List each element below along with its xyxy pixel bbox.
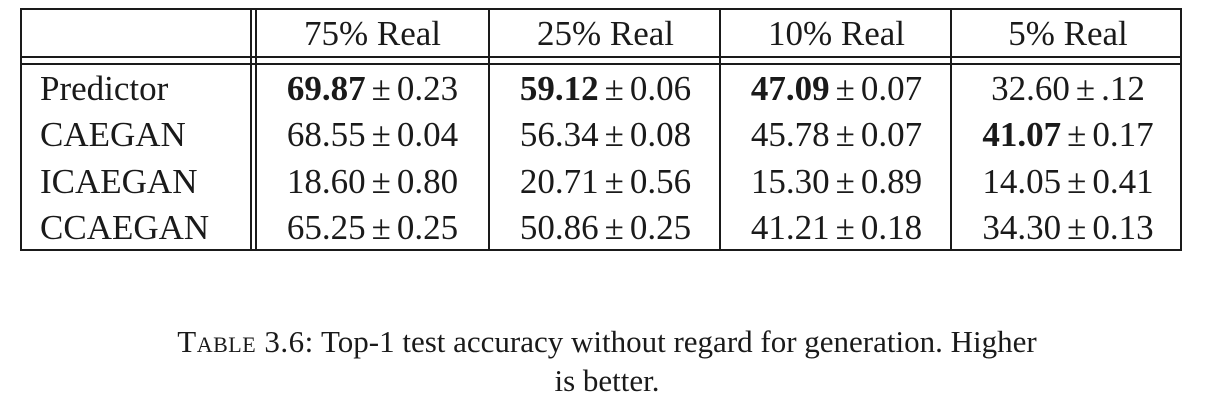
cell-std: 0.25 [629,208,692,248]
cell-std: 0.08 [629,115,692,155]
table-column-rule [950,8,952,251]
cell-mean: 34.30 [982,208,1062,248]
cell-mean: 65.25 [286,208,366,248]
cell-std: 0.56 [629,161,692,201]
cell-std: 0.89 [860,161,923,201]
plus-minus-symbol: ± [604,208,624,248]
cell-mean: 18.60 [286,161,366,201]
table-caption-text: Top-1 test accuracy without regard for g… [320,324,1037,359]
table-cell: 50.86 ±0.25 [492,205,719,252]
plus-minus-symbol: ± [1075,68,1096,108]
table-cell: 32.60 ± .12 [954,65,1182,112]
plus-minus-symbol: ± [1067,208,1087,248]
row-label: Predictor [40,68,169,108]
cell-mean: 69.87 [286,68,366,108]
cell-mean: 59.12 [519,68,599,108]
table-cell: 59.12 ±0.06 [492,65,719,112]
cell-mean: 68.55 [286,115,366,155]
column-header: 25% Real [536,13,675,53]
cell-std: .12 [1101,68,1145,108]
cell-std: 0.18 [860,208,923,248]
table-double-rule-b [255,8,257,251]
column-header: 10% Real [767,13,906,53]
table-cell: 56.34 ±0.08 [492,112,719,159]
table-header-bottom-rule [20,56,1182,58]
cell-std: 0.07 [860,68,923,108]
table-right-rule [1180,8,1182,251]
table-cell: 41.07 ±0.17 [954,112,1182,159]
cell-mean: 15.30 [750,161,830,201]
cell-std: 0.13 [1092,208,1154,248]
table-body-top-rule [20,63,1182,65]
cell-std: 0.17 [1092,115,1154,155]
cell-mean: 41.21 [750,208,830,248]
table-left-rule [20,8,22,251]
plus-minus-symbol: ± [1067,161,1087,201]
row-label: CCAEGAN [40,208,210,248]
cell-mean: 56.34 [519,115,599,155]
column-header: 75% Real [303,13,442,53]
plus-minus-symbol: ± [371,161,391,201]
cell-std: 0.41 [1092,161,1154,201]
column-header: 5% Real [1008,13,1128,53]
table-cell: 65.25 ±0.25 [257,205,488,252]
table-cell: 45.78 ±0.07 [723,112,950,159]
cell-std: 0.80 [396,161,459,201]
cell-mean: 47.09 [750,68,830,108]
table-cell: 69.87 ±0.23 [257,65,488,112]
table-column-rule [488,8,490,251]
plus-minus-symbol: ± [835,161,855,201]
table-caption-line-1: Table 3.6: Top-1 test accuracy without r… [0,323,1214,361]
table-column-rule [719,8,721,251]
plus-minus-symbol: ± [604,161,624,201]
cell-mean: 41.07 [982,115,1062,155]
table-cell: 15.30 ±0.89 [723,158,950,205]
cell-mean: 20.71 [519,161,599,201]
cell-mean: 32.60 [991,68,1070,108]
table-cell: 41.21 ±0.18 [723,205,950,252]
table-double-rule-a [250,8,252,251]
table-bottom-rule [20,249,1182,251]
table-cell: 14.05 ±0.41 [954,158,1182,205]
table-cell: 47.09 ±0.07 [723,65,950,112]
plus-minus-symbol: ± [604,115,624,155]
cell-mean: 50.86 [519,208,599,248]
cell-std: 0.23 [396,68,459,108]
cell-std: 0.06 [629,68,692,108]
cell-std: 0.25 [396,208,459,248]
plus-minus-symbol: ± [835,68,855,108]
table-caption-line-2: is better. [554,363,660,398]
plus-minus-symbol: ± [604,68,624,108]
plus-minus-symbol: ± [835,115,855,155]
plus-minus-symbol: ± [371,115,391,155]
plus-minus-symbol: ± [835,208,855,248]
plus-minus-symbol: ± [371,68,391,108]
table-cell: 20.71 ±0.56 [492,158,719,205]
table-cell: 18.60 ±0.80 [257,158,488,205]
cell-std: 0.04 [396,115,459,155]
cell-std: 0.07 [860,115,923,155]
table-caption-label: Table 3.6: [177,324,314,359]
row-label: ICAEGAN [40,161,198,201]
cell-mean: 14.05 [982,161,1062,201]
table-cell: 68.55 ±0.04 [257,112,488,159]
cell-mean: 45.78 [750,115,830,155]
table-cell: 34.30 ±0.13 [954,205,1182,252]
plus-minus-symbol: ± [1067,115,1087,155]
row-label: CAEGAN [40,115,186,155]
plus-minus-symbol: ± [371,208,391,248]
table-top-rule [20,8,1182,10]
